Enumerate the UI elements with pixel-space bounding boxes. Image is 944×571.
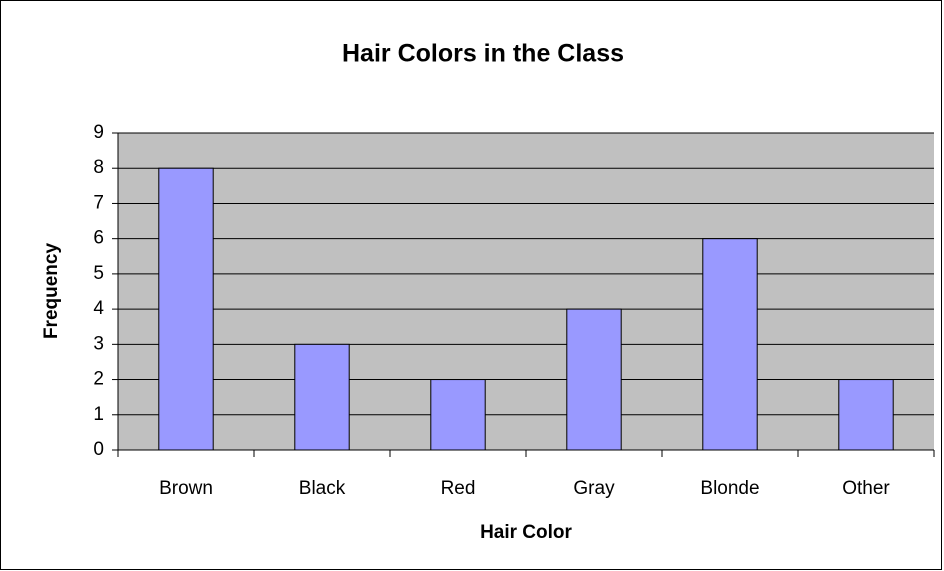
bar: [566, 308, 622, 451]
x-tick-label: Red: [441, 478, 476, 499]
bar: [838, 379, 894, 451]
plot-area: [118, 133, 934, 450]
bar: [702, 238, 758, 451]
y-axis-label: Frequency: [41, 243, 62, 340]
x-tick-label: Other: [842, 478, 890, 499]
y-tick-label: 6: [93, 228, 104, 249]
y-tick-label: 2: [93, 369, 104, 390]
y-tick-label: 0: [93, 439, 104, 460]
y-tick-label: 5: [93, 263, 104, 284]
x-tick-label: Black: [299, 478, 346, 499]
y-tick-label: 1: [93, 404, 104, 425]
y-tick-label: 8: [93, 157, 104, 178]
x-tick-label: Gray: [573, 478, 615, 499]
x-tick-label: Brown: [159, 478, 213, 499]
x-tick-label: Blonde: [700, 478, 759, 499]
y-tick-label: 3: [93, 333, 104, 354]
bar: [158, 167, 214, 451]
x-axis-label: Hair Color: [480, 522, 572, 543]
y-tick-label: 7: [93, 192, 104, 213]
chart-title: Hair Colors in the Class: [342, 40, 624, 68]
y-tick-label: 9: [93, 122, 104, 143]
y-tick-label: 4: [93, 298, 104, 319]
bar: [294, 343, 350, 451]
bar: [430, 379, 486, 451]
